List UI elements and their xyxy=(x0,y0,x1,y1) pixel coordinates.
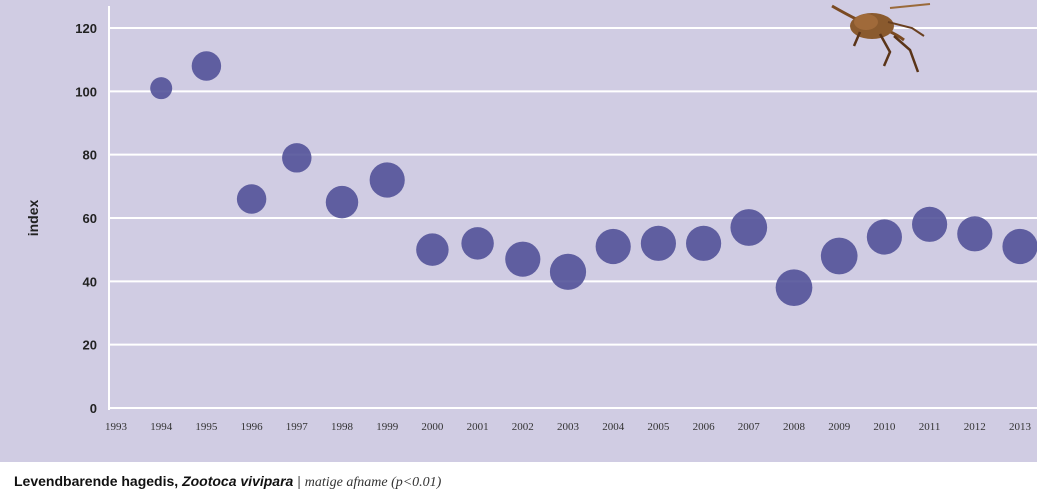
x-tick-label: 2010 xyxy=(873,421,896,433)
x-tick-label: 1995 xyxy=(195,421,218,433)
caption-species: Zootoca vivipara xyxy=(182,473,294,489)
bubble-point xyxy=(416,233,449,266)
caption-trend: matige afname (p<0.01) xyxy=(304,475,442,490)
y-tick-label: 0 xyxy=(90,401,97,416)
y-tick-label: 120 xyxy=(75,21,97,36)
bubble-point xyxy=(595,228,631,265)
caption-separator: | xyxy=(297,473,301,489)
chart-panel xyxy=(0,0,1037,462)
x-tick-label: 2001 xyxy=(467,421,489,433)
x-tick-label: 2013 xyxy=(1009,421,1032,433)
bubble-point xyxy=(461,227,494,260)
bubble-chart: 0 20 40 60 80 100 120 1993 1994 1995 1996 1997 1998… xyxy=(25,3,1037,433)
bubble-point xyxy=(191,51,222,81)
chart-caption: Levendbarende hagedis, Zootoca vivipara … xyxy=(14,473,441,491)
x-tick-label: 2012 xyxy=(964,421,986,433)
x-tick-label: 1999 xyxy=(376,421,399,433)
x-tick-label: 2000 xyxy=(421,421,444,433)
bubble-point xyxy=(866,219,902,255)
x-tick-label: 1993 xyxy=(105,421,128,433)
bubble-point xyxy=(549,253,587,290)
x-tick-label: 2002 xyxy=(512,421,534,433)
x-tick-label: 1996 xyxy=(241,421,264,433)
x-tick-label: 1998 xyxy=(331,421,354,433)
x-tick-label: 2003 xyxy=(557,421,580,433)
x-tick-label: 1997 xyxy=(286,421,309,433)
bubble-point xyxy=(1002,228,1037,265)
x-tick-label: 2008 xyxy=(783,421,806,433)
x-tick-label: 2007 xyxy=(738,421,761,433)
lizard-illustration-icon xyxy=(831,3,931,73)
x-tick-label: 2011 xyxy=(919,421,941,433)
bubble-point xyxy=(369,162,405,198)
y-tick-labels: 0 20 40 60 80 100 120 xyxy=(75,21,97,416)
y-tick-label: 80 xyxy=(83,148,97,163)
x-tick-labels: 1993 1994 1995 1996 1997 1998 1999 2000 2001 2002… xyxy=(105,421,1032,433)
y-tick-label: 20 xyxy=(83,338,97,353)
bubble-point xyxy=(820,237,858,275)
grid-layer xyxy=(109,27,1037,409)
caption-common-name: Levendbarende hagedis, xyxy=(14,473,179,489)
y-axis-label: index xyxy=(25,200,41,237)
x-tick-label: 1994 xyxy=(150,421,173,433)
bubble-point xyxy=(730,209,768,246)
bubble-point xyxy=(912,206,948,242)
bubble-point xyxy=(640,225,676,261)
x-tick-label: 2009 xyxy=(828,421,851,433)
bubble-point xyxy=(686,225,722,261)
bubble-point xyxy=(505,241,541,277)
y-tick-label: 60 xyxy=(83,211,97,226)
y-tick-label: 100 xyxy=(75,84,97,99)
x-tick-label: 2005 xyxy=(647,421,670,433)
bubble-point xyxy=(325,185,359,219)
bubble-point xyxy=(775,269,813,307)
bubble-layer xyxy=(150,51,1037,307)
bubble-point xyxy=(282,143,312,173)
bubble-point xyxy=(957,216,993,252)
x-tick-label: 2006 xyxy=(693,421,716,433)
y-tick-label: 40 xyxy=(83,274,97,289)
bubble-point xyxy=(150,77,173,100)
bubble-point xyxy=(236,184,267,214)
x-tick-label: 2004 xyxy=(602,421,625,433)
